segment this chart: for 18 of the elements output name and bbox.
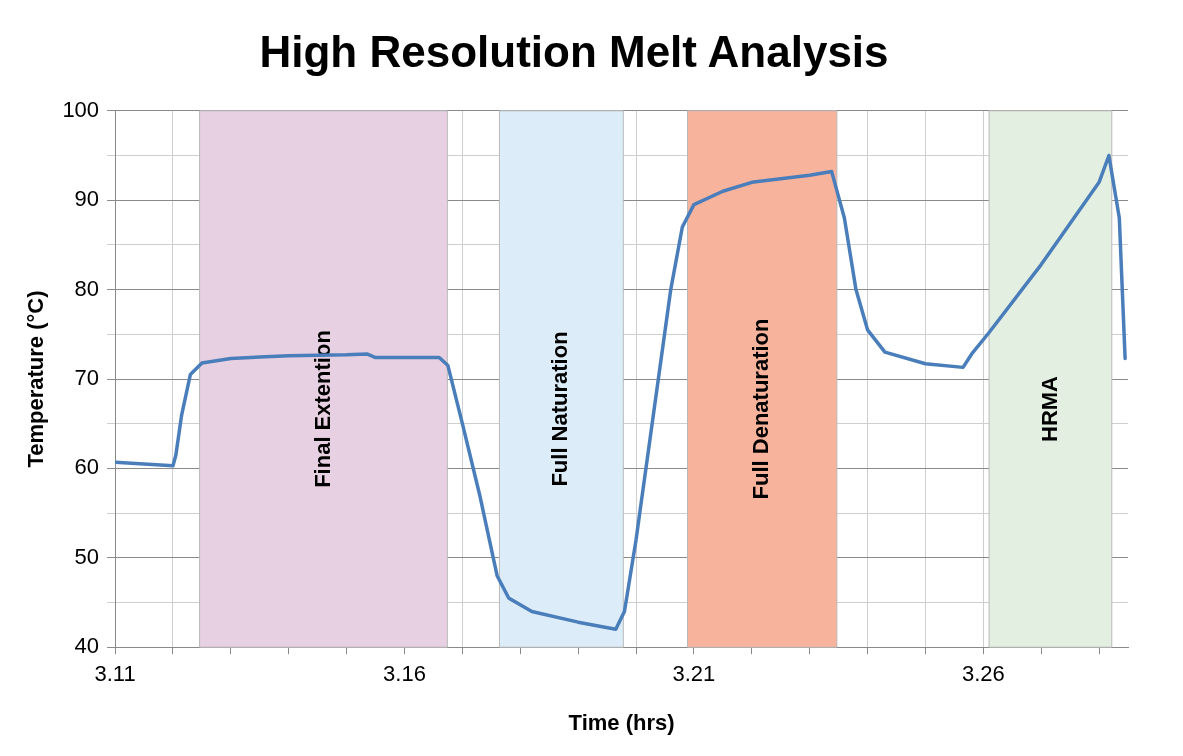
y-tick-label: 100: [62, 96, 100, 122]
y-tick-label: 50: [74, 543, 100, 569]
band-label: Full Denaturation: [748, 318, 774, 500]
band-label: Full Naturation: [547, 331, 573, 487]
x-tick-label: 3.11: [94, 661, 136, 687]
y-tick-label: 80: [74, 275, 100, 301]
band-label: Final Extention: [309, 330, 335, 488]
y-tick-label: 40: [74, 633, 100, 659]
band-label: HRMA: [1036, 375, 1062, 442]
x-tick-label: 3.16: [383, 661, 426, 687]
chart-title: High Resolution Melt Analysis: [259, 26, 889, 76]
y-tick-label: 60: [74, 454, 100, 480]
x-tick-label: 3.26: [961, 661, 1005, 687]
y-tick-label: 90: [74, 186, 100, 212]
y-axis-title: Temperature (°C): [23, 290, 49, 468]
y-tick-label: 70: [74, 365, 100, 391]
x-tick-label: 3.21: [672, 661, 716, 687]
x-axis-title: Time (hrs): [568, 709, 675, 735]
